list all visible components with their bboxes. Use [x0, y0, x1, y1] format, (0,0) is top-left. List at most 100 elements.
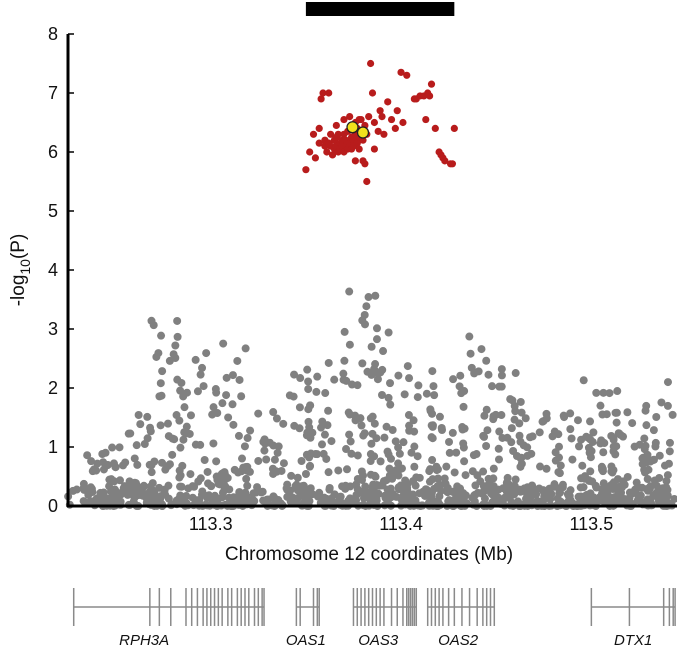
- gene-track: RPH3A OAS1 OAS3 OAS2 DTX1: [72, 588, 676, 649]
- background-snp-point: [361, 482, 370, 491]
- background-snp-point: [388, 425, 397, 434]
- background-snp-point: [253, 483, 262, 492]
- background-snp-point: [339, 375, 348, 384]
- background-snp-point: [482, 405, 491, 414]
- background-snp-point: [497, 411, 506, 420]
- background-snp-point: [163, 419, 172, 428]
- background-snp-point: [171, 341, 180, 350]
- background-snp-point: [494, 455, 503, 464]
- background-snp-point: [456, 371, 465, 380]
- background-snp-point: [161, 465, 170, 474]
- significant-snp-point: [317, 95, 325, 103]
- background-snp-point: [188, 493, 197, 502]
- significant-snp-point: [353, 139, 361, 147]
- background-snp-point: [147, 468, 156, 477]
- significant-snp-point: [376, 107, 384, 115]
- background-snp-point: [105, 475, 114, 484]
- significant-snp-point: [309, 130, 318, 138]
- background-snp-point: [637, 498, 646, 507]
- background-snp-point: [599, 448, 608, 457]
- y-tick-label: 1: [48, 437, 58, 457]
- background-snp-point: [228, 371, 237, 380]
- y-tick-label: 0: [48, 496, 58, 516]
- background-snp-point: [342, 445, 351, 454]
- gene-label: DTX1: [614, 632, 652, 649]
- background-snp-point: [371, 291, 380, 300]
- background-snp-point: [386, 484, 395, 493]
- background-snp-point: [124, 429, 133, 438]
- background-snp-point: [482, 356, 491, 365]
- background-snp-point: [384, 393, 393, 402]
- background-snp-point: [158, 367, 167, 376]
- background-snp-point: [596, 401, 605, 410]
- background-snp-point: [242, 474, 251, 483]
- x-axis-title: Chromosome 12 coordinates (Mb): [225, 544, 513, 565]
- background-snp-point: [413, 393, 422, 402]
- background-snp-point: [147, 461, 156, 470]
- background-snp-point: [99, 465, 108, 474]
- background-snp-point: [321, 389, 330, 398]
- background-snp-point: [238, 454, 247, 463]
- background-snp-point: [612, 442, 621, 451]
- background-snp-point: [92, 494, 101, 503]
- background-snp-point: [279, 419, 288, 428]
- background-snp-point: [296, 374, 305, 383]
- significant-snp-point: [370, 145, 379, 153]
- background-snp-point: [237, 392, 246, 401]
- background-snp-point: [507, 424, 516, 433]
- background-snp-point: [516, 437, 525, 446]
- background-snp-point: [115, 476, 124, 485]
- background-snp-point: [233, 356, 242, 365]
- background-snp-point: [301, 470, 310, 479]
- background-snp-point: [392, 492, 401, 501]
- background-snp-point: [635, 440, 644, 449]
- background-snp-point: [258, 487, 267, 496]
- background-snp-point: [341, 481, 350, 490]
- background-snp-point: [517, 459, 526, 468]
- background-snp-point: [378, 481, 387, 490]
- background-snp-point: [428, 456, 437, 465]
- background-snp-point: [516, 397, 525, 406]
- background-snp-point: [466, 349, 475, 358]
- background-snp-point: [435, 492, 444, 501]
- background-snp-point: [228, 400, 237, 409]
- background-snp-point: [586, 495, 595, 504]
- background-snp-point: [419, 487, 428, 496]
- background-snp-point: [579, 483, 588, 492]
- background-snp-point: [493, 495, 502, 504]
- significant-snp-point: [361, 160, 369, 168]
- background-snp-point: [227, 497, 236, 506]
- background-snp-point: [432, 466, 441, 475]
- background-snp-point: [218, 493, 227, 502]
- background-snp-point: [132, 491, 141, 500]
- background-snp-point: [640, 434, 649, 443]
- background-snp-point: [542, 464, 551, 473]
- background-snp-point: [126, 489, 135, 498]
- background-snp-point: [380, 433, 389, 442]
- background-snp-point: [579, 376, 588, 385]
- background-snp-point: [362, 302, 371, 311]
- background-snp-point: [453, 482, 462, 491]
- background-snp-point: [357, 475, 366, 484]
- background-snp-point: [345, 287, 354, 296]
- background-snp-point: [611, 450, 620, 459]
- background-snp-point: [118, 488, 127, 497]
- background-snp-point: [312, 387, 321, 396]
- background-snp-point: [482, 442, 491, 451]
- background-snp-point: [196, 440, 205, 449]
- background-snp-point: [372, 335, 381, 344]
- background-snp-point: [426, 406, 435, 415]
- significant-snp-point: [368, 89, 377, 97]
- background-snp-point: [430, 484, 439, 493]
- significant-snp-point: [425, 92, 434, 100]
- background-snp-point: [254, 456, 263, 465]
- background-snp-point: [473, 471, 482, 480]
- background-snp-point: [186, 411, 195, 420]
- background-snp-point: [422, 389, 431, 398]
- gene-oas1: OAS1: [286, 588, 326, 649]
- background-snp-point: [87, 457, 96, 466]
- background-snp-point: [575, 442, 584, 451]
- background-snp-point: [517, 408, 526, 417]
- significant-snp-point: [431, 124, 439, 132]
- background-snp-point: [179, 435, 188, 444]
